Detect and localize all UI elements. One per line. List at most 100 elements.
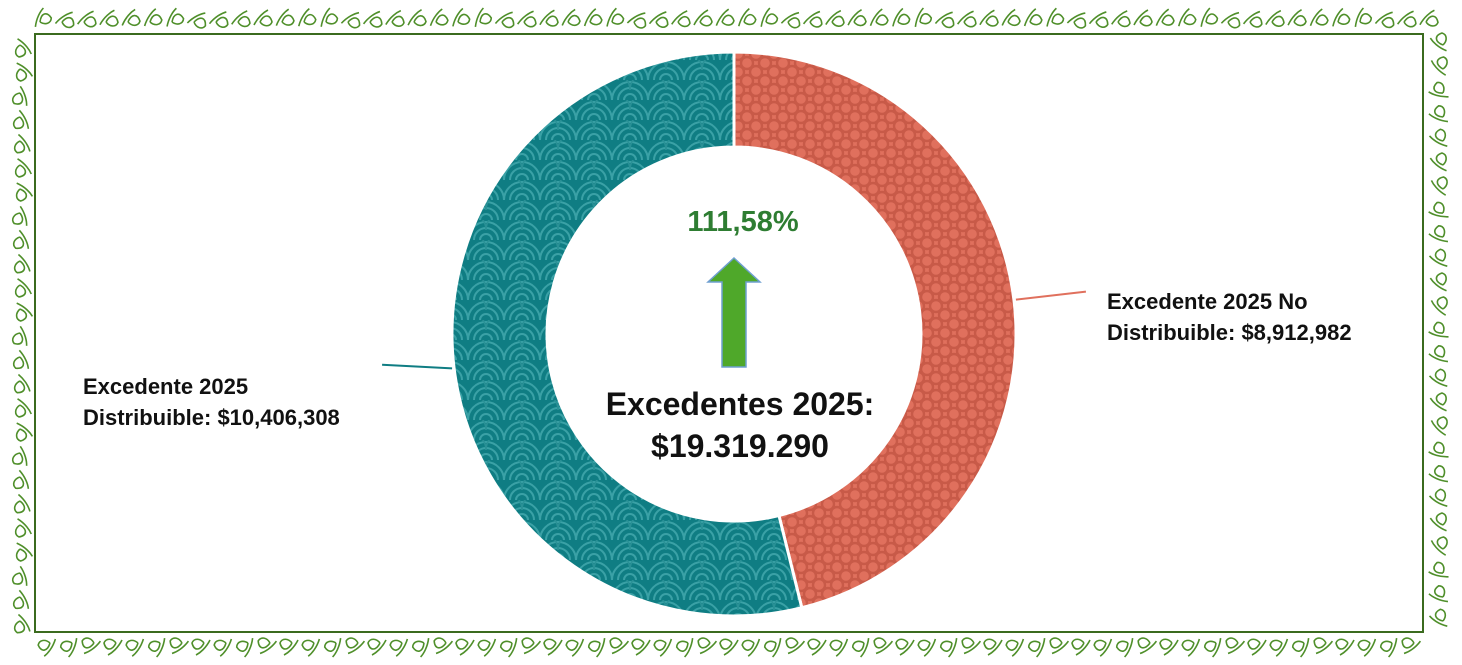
vine-leaf [1428, 561, 1449, 578]
vine-leaf [11, 445, 28, 466]
vine-leaf [11, 325, 28, 346]
vine-leaf [1049, 637, 1070, 655]
vine-leaf [11, 205, 28, 226]
vine-leaf [166, 7, 185, 27]
vine-leaf [15, 302, 34, 322]
donut-slice-distribuible [450, 50, 804, 618]
vine-leaf [565, 638, 585, 657]
vine-leaf [979, 9, 999, 27]
vine-leaf [1430, 56, 1448, 76]
vine-leaf [1428, 128, 1448, 147]
vine-leaf [13, 253, 31, 274]
vine-leaf [1430, 296, 1448, 316]
vine-leaf [1428, 104, 1449, 123]
vine-leaf [494, 11, 515, 29]
vine-leaf [583, 8, 603, 27]
vine-leaf [125, 638, 145, 657]
vine-leaf [367, 638, 387, 656]
vine-leaf [14, 158, 33, 178]
vine-leaf [99, 9, 119, 27]
vine-leaf [15, 62, 34, 82]
vine-leaf [1419, 9, 1439, 27]
vine-leaf [1177, 7, 1197, 27]
vine-leaf [54, 11, 75, 29]
vine-leaf [37, 638, 57, 657]
slice-label-distribuible: Excedente 2025 Distribuible: $10,406,308 [83, 371, 340, 433]
slice-label-line2: Distribuible: $8,912,982 [1107, 320, 1352, 345]
vine-leaf [895, 638, 915, 656]
vine-leaf [1111, 10, 1131, 28]
vine-leaf [1428, 464, 1449, 483]
center-title-line1: Excedentes 2025: [605, 386, 875, 422]
vine-leaf [15, 422, 34, 442]
vine-leaf [15, 542, 34, 562]
vine-leaf [257, 637, 278, 655]
vine-leaf [543, 638, 563, 656]
vine-leaf [1291, 638, 1310, 658]
vine-leaf [807, 638, 827, 656]
vine-leaf [15, 182, 34, 202]
vine-leaf [231, 10, 251, 28]
vine-leaf [1332, 7, 1351, 27]
vine-leaf [1354, 7, 1373, 27]
vine-leaf [474, 7, 493, 27]
vine-leaf [1088, 11, 1109, 28]
slice-label-line1: Excedente 2025 No [1107, 289, 1308, 314]
vine-leaf [13, 373, 31, 394]
vine-leaf [802, 10, 823, 28]
vine-leaf [1429, 272, 1447, 292]
vine-leaf [539, 9, 559, 27]
vine-leaf [956, 10, 977, 28]
vine-leaf [914, 7, 933, 27]
vine-leaf [1071, 638, 1091, 656]
center-percent: 111,58% [687, 206, 799, 238]
vine-leaf [11, 85, 28, 106]
vine-leaf [12, 229, 30, 250]
vine-leaf [829, 638, 849, 657]
vine-leaf [1265, 9, 1285, 28]
vine-leaf [785, 637, 806, 655]
vine-leaf [719, 638, 739, 656]
vine-leaf [1428, 344, 1449, 363]
vine-leaf [961, 637, 982, 655]
vine-leaf [869, 8, 889, 27]
vine-leaf [275, 8, 295, 26]
vine-leaf [407, 9, 427, 27]
vine-leaf [191, 638, 211, 656]
vine-leaf [320, 7, 339, 27]
vine-leaf [851, 638, 870, 658]
vine-leaf [11, 565, 28, 586]
vine-leaf [169, 637, 190, 655]
vine-leaf [389, 638, 409, 657]
vine-leaf [1137, 637, 1158, 655]
vine-leaf [1374, 11, 1395, 29]
vine-leaf [1335, 638, 1355, 656]
vine-leaf [1357, 638, 1377, 657]
vine-leaf [1309, 8, 1329, 27]
vine-leaf [12, 109, 30, 130]
vine-leaf [1428, 488, 1448, 507]
vine-leaf [12, 469, 30, 490]
vine-leaf [433, 637, 454, 655]
vine-leaf [873, 637, 894, 655]
vine-leaf [385, 9, 405, 28]
vine-leaf [653, 638, 673, 657]
vine-leaf [429, 8, 449, 27]
vine-leaf [609, 637, 630, 655]
vine-leaf [34, 7, 53, 27]
vine-leaf [1093, 638, 1113, 657]
vine-leaf [143, 8, 163, 27]
vine-leaf [14, 38, 33, 58]
up-arrow-icon [706, 256, 762, 368]
vine-leaf [631, 638, 651, 656]
vine-leaf [1428, 224, 1449, 243]
vine-leaf [1001, 8, 1021, 27]
vine-leaf [1287, 9, 1307, 27]
vine-leaf [14, 278, 33, 298]
vine-leaf [455, 638, 475, 656]
leader-line [1015, 290, 1087, 301]
vine-leaf [411, 638, 430, 658]
vine-leaf [147, 638, 166, 658]
